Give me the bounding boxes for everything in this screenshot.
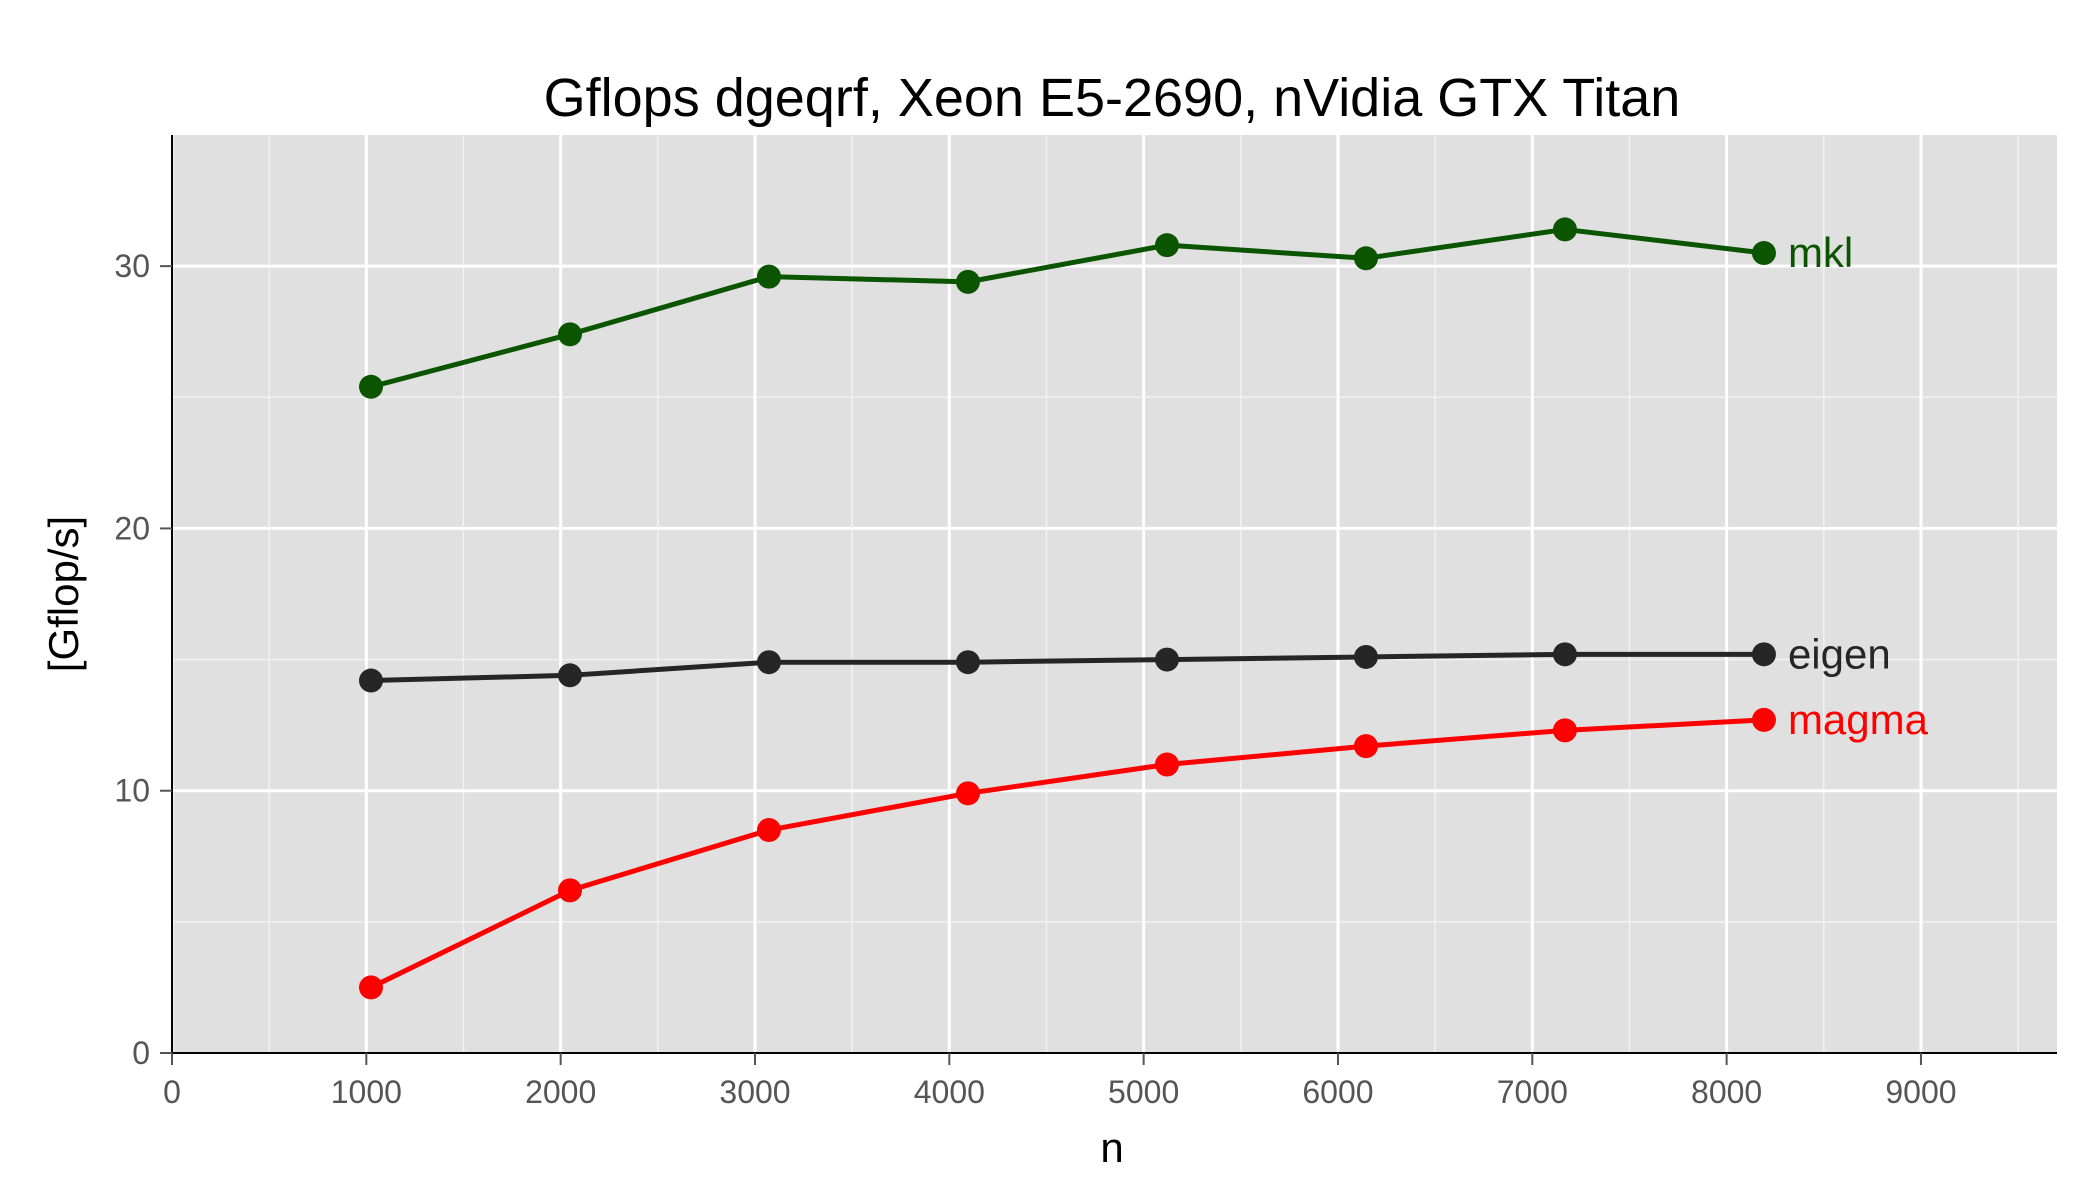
- data-point-eigen: [1353, 644, 1378, 669]
- x-tick-label: 0: [163, 1074, 181, 1110]
- y-axis-title: [Gflop/s]: [40, 516, 87, 672]
- series-magma: [358, 707, 1776, 1000]
- series-line-eigen: [370, 651, 1764, 684]
- series-label-mkl: mkl: [1788, 229, 1853, 276]
- chart-title: Gflops dgeqrf, Xeon E5-2690, nVidia GTX …: [544, 68, 1681, 128]
- data-point-eigen: [955, 650, 980, 675]
- data-point-eigen: [358, 668, 383, 693]
- data-point-mkl: [955, 269, 980, 294]
- data-point-mkl: [1154, 233, 1179, 258]
- series-label-magma: magma: [1788, 696, 1929, 743]
- minor-gridlines: [172, 135, 2057, 1053]
- x-tick-label: 8000: [1691, 1074, 1762, 1110]
- x-tick-label: 4000: [914, 1074, 985, 1110]
- x-tick-label: 1000: [331, 1074, 402, 1110]
- y-tick-label: 30: [114, 248, 150, 284]
- series-line-magma: [369, 717, 1765, 990]
- x-tick-label: 9000: [1885, 1074, 1956, 1110]
- series-eigen: [358, 642, 1776, 693]
- data-point-eigen: [1751, 642, 1776, 667]
- series-mkl: [358, 217, 1776, 399]
- data-point-mkl: [557, 322, 582, 347]
- series-layer: [358, 217, 1776, 1000]
- data-point-magma: [1353, 734, 1378, 759]
- x-tick-label: 2000: [525, 1074, 596, 1110]
- data-point-eigen: [1552, 642, 1577, 667]
- data-point-mkl: [1552, 217, 1577, 242]
- y-tick-label: 0: [132, 1035, 150, 1071]
- data-point-magma: [1552, 718, 1577, 743]
- y-tick-label: 10: [114, 773, 150, 809]
- data-point-magma: [955, 781, 980, 806]
- data-point-magma: [358, 975, 383, 1000]
- data-point-mkl: [358, 374, 383, 399]
- data-point-eigen: [557, 663, 582, 688]
- data-point-eigen: [1154, 647, 1179, 672]
- data-point-magma: [1154, 752, 1179, 777]
- x-tick-label: 3000: [719, 1074, 790, 1110]
- x-tick-label: 6000: [1302, 1074, 1373, 1110]
- x-tick-label: 5000: [1108, 1074, 1179, 1110]
- plot-background: [172, 135, 2057, 1053]
- x-tick-label: 7000: [1497, 1074, 1568, 1110]
- data-point-magma: [756, 818, 781, 843]
- data-point-mkl: [1751, 241, 1776, 266]
- y-tick-label: 20: [114, 510, 150, 546]
- series-label-eigen: eigen: [1788, 630, 1891, 677]
- data-point-mkl: [1353, 246, 1378, 271]
- data-point-magma: [1751, 707, 1776, 732]
- data-point-magma: [557, 878, 582, 903]
- x-axis-ticks: 0 1000 2000 3000 4000 5000 6000 7000 8000 9000: [163, 1053, 1957, 1110]
- data-point-eigen: [756, 650, 781, 675]
- x-axis-title: n: [1100, 1124, 1123, 1171]
- y-axis-ticks: 0 10 20 30: [114, 248, 172, 1071]
- series-line-mkl: [370, 226, 1765, 390]
- data-point-mkl: [756, 264, 781, 289]
- series-labels: mkl eigen magma: [1788, 229, 1929, 743]
